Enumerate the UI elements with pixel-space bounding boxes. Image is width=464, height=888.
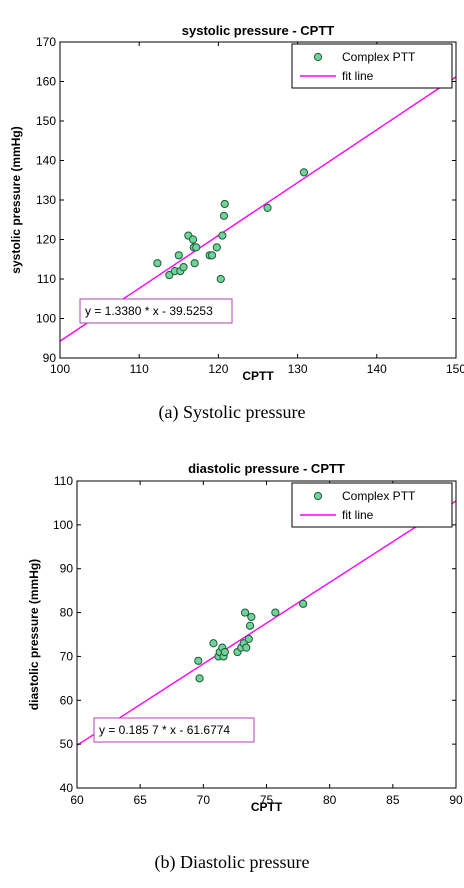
data-point [190, 259, 199, 268]
x-axis-label: CPTT [242, 369, 274, 383]
equation-text: y = 0.185 7 * x - 61.6774 [99, 723, 230, 737]
x-tick-label: 65 [133, 793, 147, 807]
y-tick-label: 50 [60, 737, 74, 751]
y-tick-label: 110 [37, 272, 56, 286]
data-point [220, 647, 229, 657]
legend-marker-points [313, 491, 323, 501]
x-tick-label: 150 [446, 362, 464, 376]
data-point [179, 263, 188, 272]
data-point [153, 259, 162, 268]
x-tick-label: 70 [197, 793, 211, 807]
chart-panel-diastolic: diastolic pressure - CPTT 60 65 70 75 80 85 90 4… [0, 445, 464, 888]
y-tick-label: 110 [54, 474, 73, 488]
y-tick-label: 170 [36, 35, 56, 49]
y-tick-label: 100 [36, 312, 56, 326]
y-tick-label: 40 [60, 781, 74, 795]
data-point [271, 608, 280, 617]
y-tick-label: 80 [60, 606, 74, 620]
data-point [218, 231, 227, 240]
data-point [299, 599, 308, 608]
y-tick-label: 100 [53, 518, 73, 532]
caption-a: (a) Systolic pressure [158, 402, 306, 422]
equation-box [93, 717, 255, 743]
data-point [192, 243, 201, 252]
chart-title: diastolic pressure - CPTT [188, 461, 345, 476]
data-point [195, 674, 204, 683]
y-tick-label: 60 [60, 693, 74, 707]
data-point [242, 643, 251, 652]
legend-box [291, 43, 453, 89]
y-tick-label: 90 [60, 562, 74, 576]
x-tick-label: 120 [208, 362, 228, 376]
y-axis-label: diastolic pressure (mmHg) [27, 559, 41, 710]
data-point [220, 199, 229, 209]
x-tick-label: 85 [386, 793, 400, 807]
chart-panel-systolic: systolic pressure - CPTT 100 110 120 130 140 1… [9, 23, 464, 422]
x-tick-label: 100 [50, 362, 70, 376]
data-point [188, 235, 198, 244]
y-tick-label: 130 [36, 193, 56, 207]
x-tick-label: 140 [367, 362, 387, 376]
data-point [194, 656, 203, 665]
data-point [299, 168, 309, 177]
x-tick-label: 75 [260, 793, 274, 807]
y-tick-label: 90 [43, 351, 57, 365]
y-tick-label: 140 [36, 154, 56, 168]
y-tick-label: 120 [36, 233, 56, 247]
x-tick-label: 80 [323, 793, 337, 807]
equation-box [79, 298, 233, 324]
x-tick-label: 110 [130, 362, 149, 376]
legend-label-points: Complex PTT [342, 489, 416, 503]
data-point [263, 203, 272, 212]
data-point [244, 634, 253, 643]
caption-b: (b) Diastolic pressure [154, 852, 310, 872]
legend-marker-points [313, 52, 323, 62]
data-point [207, 251, 217, 260]
legend-box [291, 482, 453, 528]
equation-text: y = 1.3380 * x - 39.5253 [85, 304, 213, 318]
data-point [219, 211, 229, 220]
data-point [216, 274, 225, 284]
y-tick-label: 160 [36, 75, 56, 89]
y-axis-label: systolic pressure (mmHg) [9, 126, 23, 273]
data-point [245, 621, 255, 630]
data-point [165, 270, 174, 280]
data-point [209, 639, 218, 648]
data-point [240, 608, 250, 617]
data-point [174, 251, 183, 260]
y-tick-label: 150 [36, 114, 56, 128]
x-tick-label: 90 [449, 793, 463, 807]
diastolic-chart: diastolic pressure - CPTT 60 65 70 75 80 85 90 4… [27, 461, 463, 814]
legend-label-points: Complex PTT [342, 50, 416, 64]
x-tick-label: 130 [288, 362, 308, 376]
data-point [247, 612, 256, 622]
legend-label-line: fit line [342, 69, 374, 83]
y-tick-label: 70 [60, 649, 74, 663]
fit-line [60, 76, 456, 342]
data-point [212, 243, 221, 252]
systolic-chart: systolic pressure - CPTT 100 110 120 130 140 1… [9, 23, 464, 383]
legend-label-line: fit line [342, 508, 374, 522]
fit-line [77, 500, 456, 746]
chart-title: systolic pressure - CPTT [182, 23, 334, 38]
x-tick-label: 60 [70, 793, 84, 807]
x-axis-label: CPTT [251, 800, 283, 814]
